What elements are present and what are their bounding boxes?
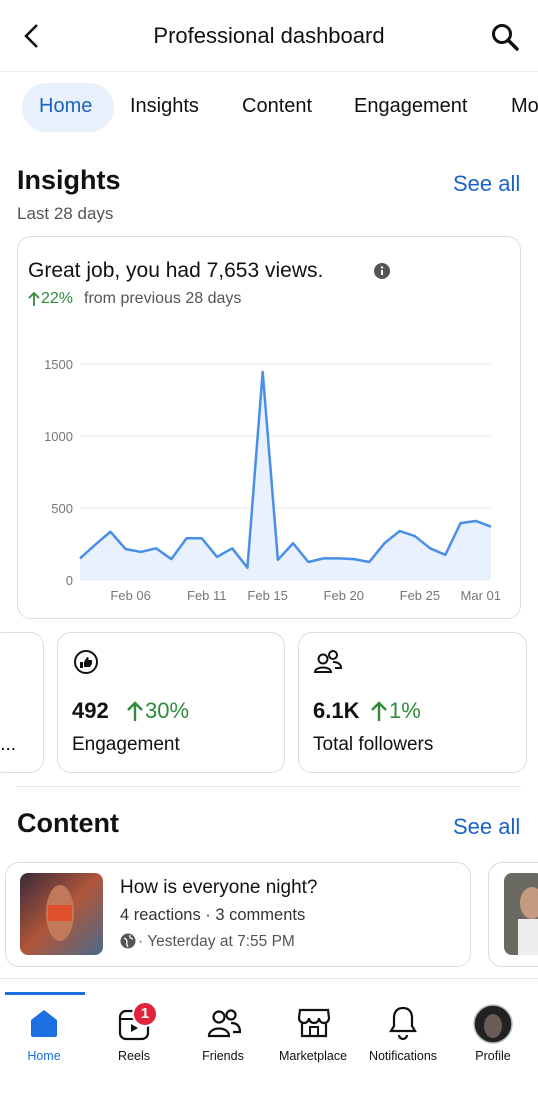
nav-icon — [297, 1008, 331, 1038]
nav-icon — [207, 1009, 241, 1038]
tab[interactable]: Mo — [511, 95, 538, 117]
section-title: Insights — [17, 165, 121, 195]
metric-value: 6.1K — [313, 698, 360, 723]
x-tick-label: Mar 01 — [461, 588, 501, 603]
area — [80, 371, 491, 580]
post-title: How is everyone night? — [120, 877, 318, 898]
change: 22% — [41, 290, 74, 307]
x-tick-label: Feb 20 — [324, 588, 364, 603]
metric-change: 30% — [145, 698, 190, 723]
metric-card[interactable] — [0, 632, 44, 773]
see-all[interactable]: See all — [453, 814, 521, 839]
metric-label: i... — [0, 734, 17, 755]
nav-indicator — [5, 992, 85, 995]
summary: Great job, you had 7,653 views. — [28, 259, 324, 282]
tab[interactable]: Content — [242, 95, 313, 117]
header-title: Professional dashboard — [153, 23, 385, 48]
metric-label: Engagement — [72, 734, 180, 755]
x-tick-label: Feb 11 — [187, 588, 227, 603]
nav-label[interactable]: Notifications — [368, 1049, 438, 1063]
line — [79, 370, 492, 570]
up-arrow — [127, 701, 143, 721]
divider — [0, 71, 538, 72]
x-tick-label: Feb 15 — [247, 588, 287, 603]
tab[interactable]: Insights — [130, 95, 199, 117]
tab-active-bg — [22, 83, 114, 132]
info-icon[interactable] — [374, 263, 390, 279]
line-chart: 0 500 1000 1500 Feb 06 Feb 11 Feb 15 Feb 20 Feb … — [44, 357, 501, 603]
nav-label[interactable]: Home — [27, 1049, 61, 1063]
divider — [0, 978, 538, 979]
nav-icon — [389, 1006, 417, 1041]
up-arrow — [371, 701, 387, 721]
x-tick-label: Feb 25 — [400, 588, 440, 603]
back-button[interactable] — [20, 22, 42, 50]
y-tick-label: 500 — [51, 501, 73, 516]
nav-badge: 1 — [132, 1001, 158, 1027]
globe-icon — [120, 933, 136, 949]
change-text: from previous 28 days — [84, 290, 242, 307]
engagement-icon — [74, 650, 98, 674]
nav-label[interactable]: Profile — [475, 1049, 511, 1063]
nav-label[interactable]: Reels — [118, 1049, 150, 1063]
y-tick-label: 1500 — [44, 357, 73, 372]
metric-label: Total followers — [313, 734, 434, 755]
nav-label[interactable]: Marketplace — [278, 1049, 348, 1063]
y-tick-label: 1000 — [44, 429, 73, 444]
search-button[interactable] — [490, 22, 520, 52]
nav-label[interactable]: Friends — [202, 1049, 244, 1063]
post-thumbnail — [504, 873, 538, 955]
y-tick-label: 0 — [66, 573, 73, 588]
see-all[interactable]: See all — [453, 171, 521, 196]
divider — [17, 786, 521, 787]
post-thumbnail — [20, 873, 103, 955]
post-stats: 4 reactions · 3 comments — [120, 906, 306, 924]
period: Last 28 days — [17, 204, 114, 223]
metric-value: 492 — [72, 698, 109, 723]
post-time: · Yesterday at 7:55 PM — [138, 933, 295, 950]
section-title: Content — [17, 808, 119, 838]
up-arrow — [28, 291, 40, 306]
tab[interactable]: Home — [39, 95, 93, 117]
followers-icon — [313, 650, 343, 673]
tab[interactable]: Engagement — [354, 95, 468, 117]
nav-avatar — [473, 1004, 513, 1044]
x-tick-label: Feb 06 — [110, 588, 150, 603]
metric-change: 1% — [389, 698, 421, 723]
nav-icon — [31, 1010, 57, 1037]
